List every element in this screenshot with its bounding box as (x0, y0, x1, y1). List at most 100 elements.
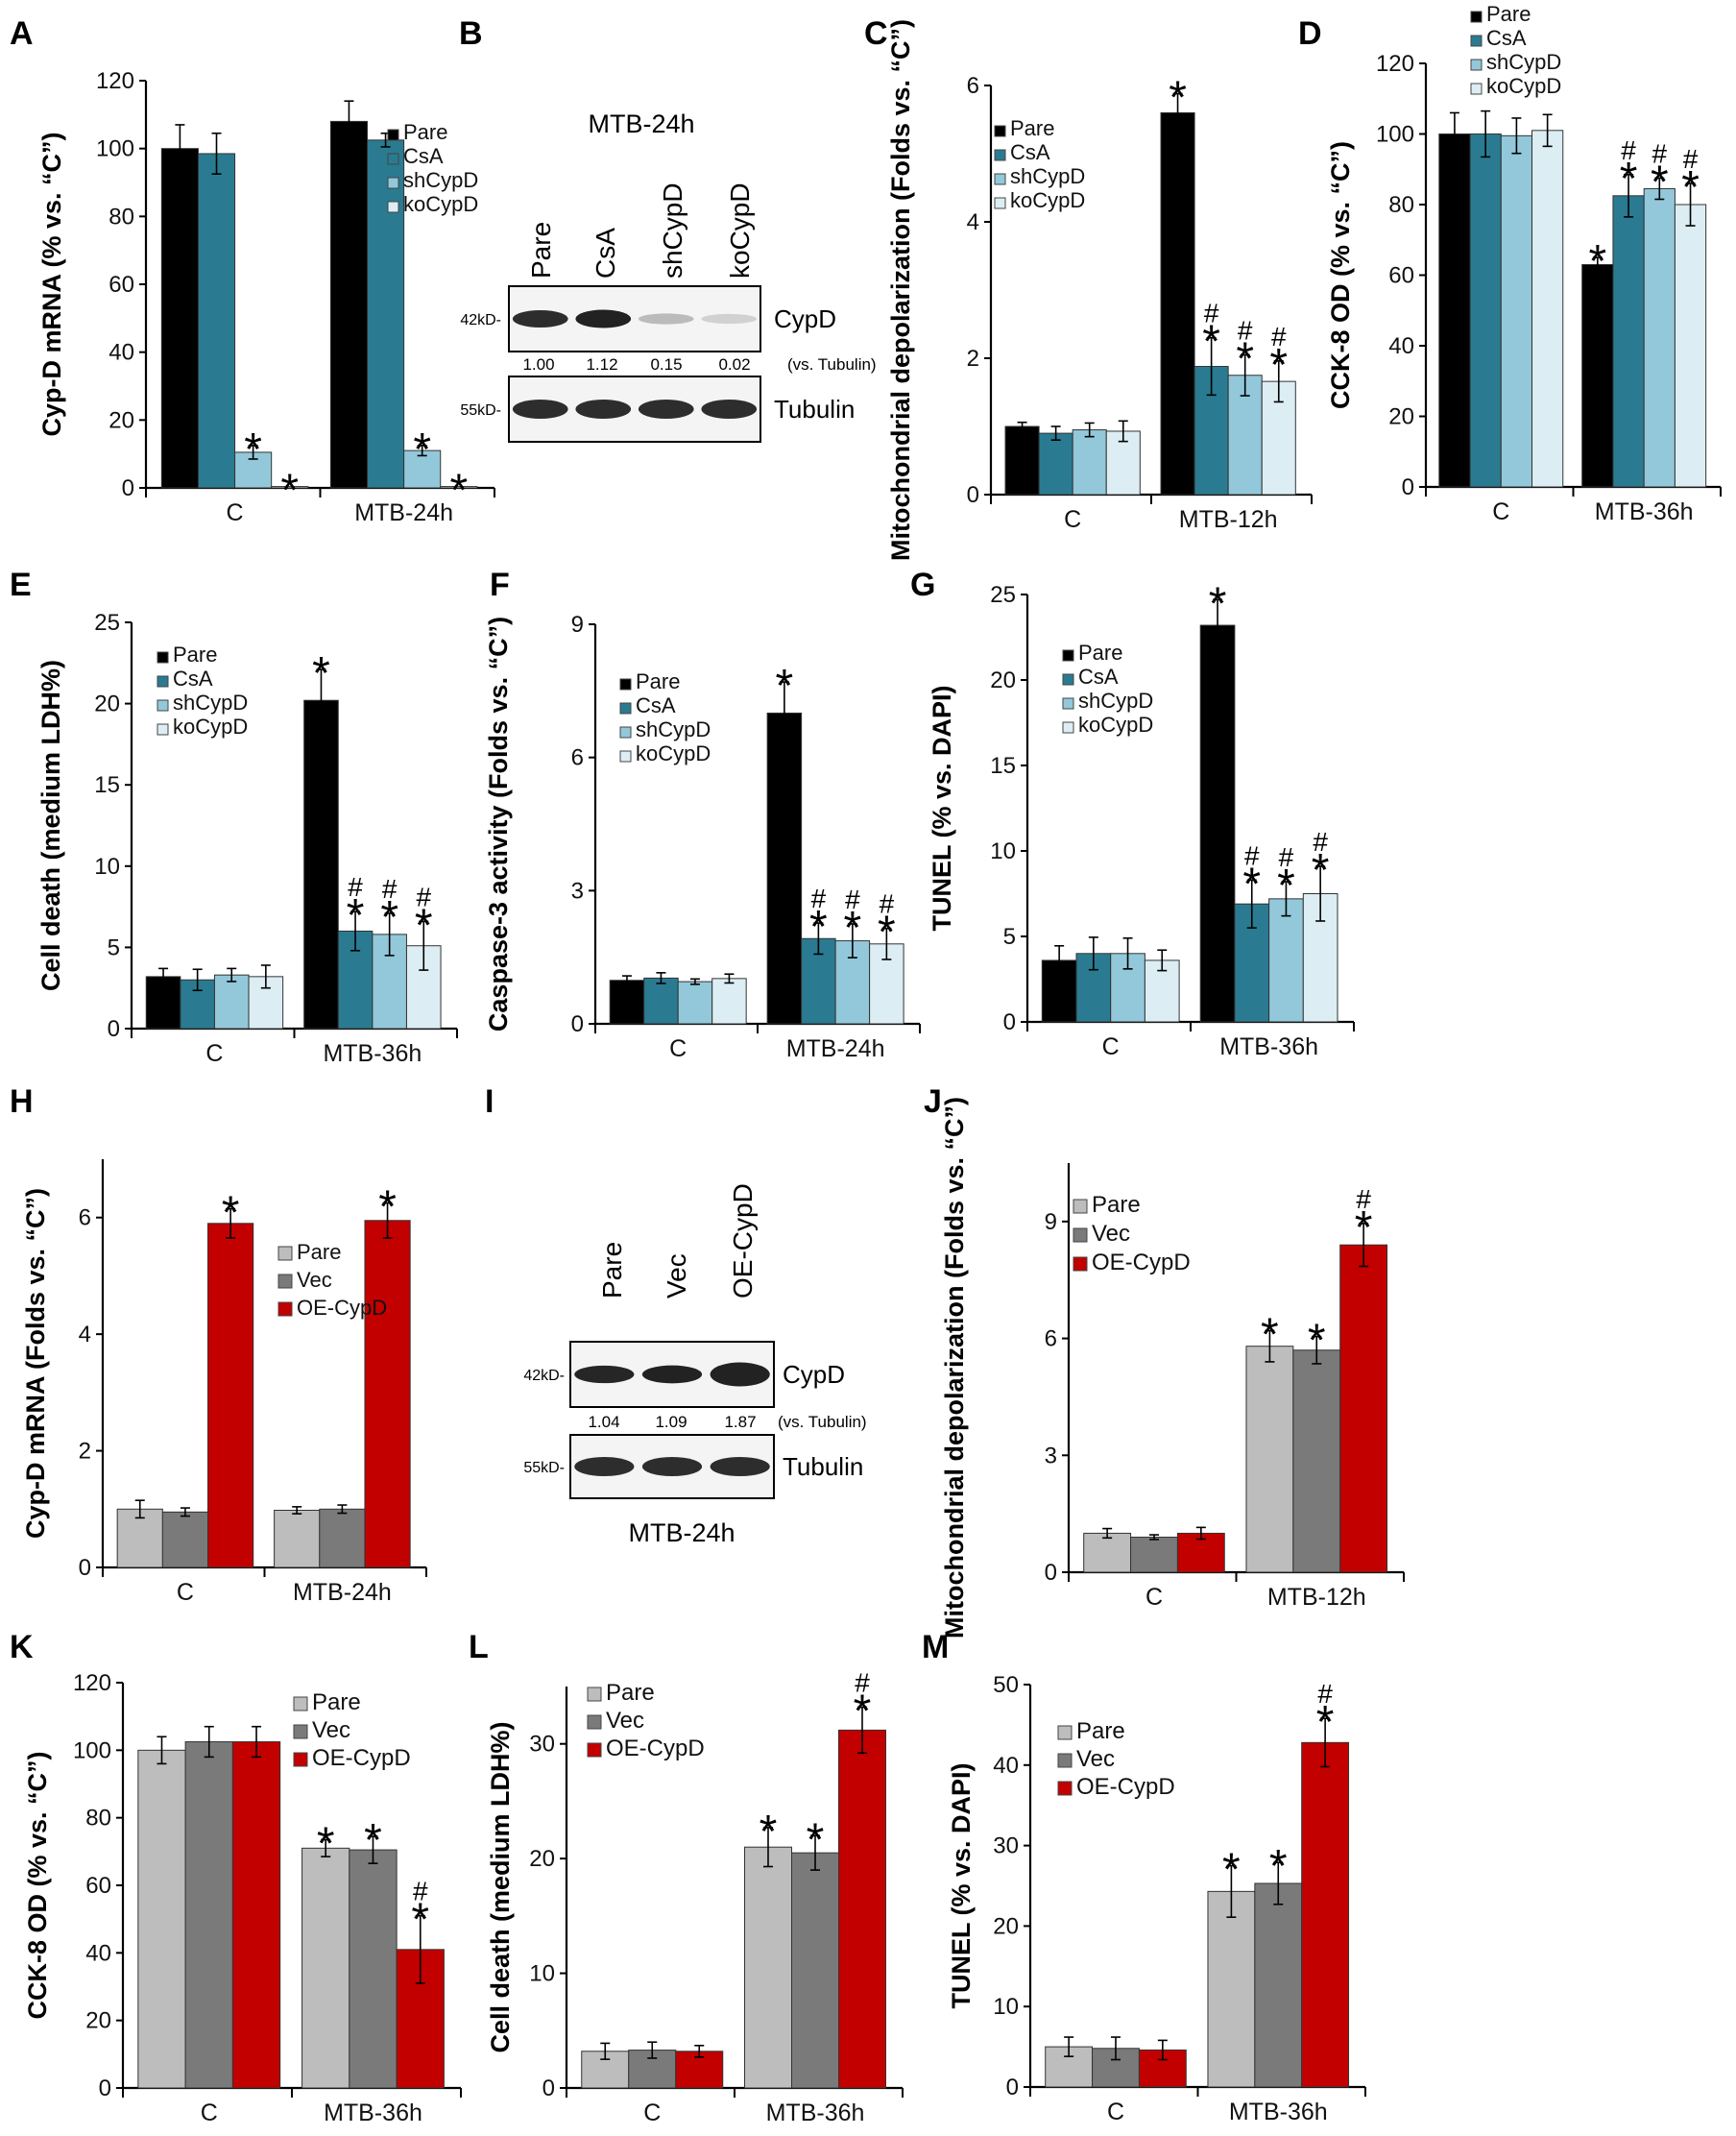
y-tick-label: 0 (1003, 1009, 1016, 1035)
significance-star: * (760, 1807, 778, 1857)
panel-letter: E (10, 567, 32, 603)
legend-label: shCypD (636, 717, 711, 741)
bar-kocypd (1674, 204, 1707, 488)
panel-letter: L (469, 1629, 489, 1665)
y-tick-label: 20 (990, 668, 1016, 693)
legend-label: Vec (1076, 1746, 1115, 1772)
y-tick-label: 60 (108, 272, 134, 298)
chart-panel-e: 0 5 10 15 20 25 Cell death (medium LDH%) C MTB-3… (36, 610, 458, 1067)
legend-label: Pare (1076, 1718, 1125, 1744)
legend-label: Vec (312, 1717, 350, 1743)
bar-shcypd (1500, 134, 1533, 488)
x-tick-label: MTB-36h (324, 2100, 422, 2126)
blot-band (641, 1365, 703, 1384)
bar-csa (1038, 432, 1073, 496)
bar-csa (1469, 134, 1502, 488)
legend-label: koCypD (636, 741, 711, 765)
legend-swatch-shcypd (619, 726, 632, 739)
panel-letter: I (485, 1083, 494, 1120)
x-tick-label: MTB-12h (1267, 1584, 1366, 1611)
bar-csa (643, 977, 679, 1025)
blot-band (512, 400, 568, 419)
y-axis-label: Mitochondrial depolarization (Folds vs. … (940, 1097, 969, 1638)
y-tick-label: 0 (1006, 2075, 1019, 2100)
legend-label: CsA (1078, 665, 1119, 689)
bar-pare (137, 1749, 186, 2089)
significance-star: * (1651, 157, 1669, 207)
y-tick-label: 0 (967, 482, 979, 508)
quantification-value: 1.09 (655, 1413, 687, 1431)
bar-pare (766, 712, 803, 1025)
y-tick-label: 80 (108, 204, 134, 230)
chart-panel-k: 0 20 40 60 80 100 120 CCK-8 OD (% vs. “C”) C MTB-… (23, 1670, 462, 2126)
y-axis-label: Cell death (medium LDH%) (36, 660, 65, 991)
significance-star: * (807, 1814, 825, 1865)
legend-label: shCypD (1078, 689, 1153, 713)
y-tick-label: 5 (108, 934, 120, 960)
legend-label: koCypD (1486, 74, 1561, 98)
significance-star: * (1242, 859, 1261, 910)
legend-label: Vec (606, 1708, 644, 1734)
legend-label: Pare (1010, 116, 1054, 140)
legend-swatch-pare (277, 1246, 293, 1261)
chart-panel-m: 0 10 20 30 40 50 TUNEL (% vs. DAPI) C MTB-36h * * *… (947, 1672, 1366, 2125)
band-label: Tubulin (783, 1452, 863, 1481)
y-tick-label: 5 (1003, 924, 1016, 950)
legend-swatch-pare (1073, 1199, 1088, 1214)
chart-panel-h: 0 2 4 6 Cyp-D mRNA (Folds vs. “C”) C * MTB-24h *… (21, 1159, 427, 1606)
significance-star: * (1269, 340, 1288, 391)
blot-band (574, 1365, 635, 1384)
bar-pare (1207, 1890, 1256, 2088)
legend-label: Pare (297, 1240, 341, 1264)
legend-label: Vec (1092, 1221, 1130, 1247)
bar-shcypd (403, 449, 442, 489)
legend-swatch-pare (293, 1696, 308, 1711)
y-tick-label: 20 (85, 2008, 111, 2034)
legend-swatch-kocypd (994, 197, 1006, 209)
bar-vec (1130, 1536, 1178, 1573)
y-axis-label: Mitochondrial depolarization (Folds vs. … (886, 19, 915, 561)
legend-swatch-csa (1062, 673, 1074, 686)
legend-swatch-shcypd (994, 173, 1006, 185)
significance-star: * (347, 890, 365, 941)
significance-star: * (1681, 162, 1700, 213)
blot-band (641, 1457, 703, 1476)
significance-star: * (1316, 1697, 1335, 1748)
y-tick-label: 4 (967, 209, 979, 235)
significance-hash: # (1204, 299, 1219, 328)
legend-label: koCypD (1010, 188, 1085, 212)
quantification-value: 1.04 (588, 1413, 619, 1431)
bar-oe-cypd (838, 1729, 886, 2089)
bar-vec (319, 1508, 366, 1568)
legend-label: Pare (173, 643, 217, 667)
significance-hash: # (413, 1877, 428, 1906)
legend-swatch-vec (1073, 1227, 1088, 1243)
y-axis-label: Caspase-3 activity (Folds vs. “C”) (484, 617, 513, 1032)
bar-csa (1612, 195, 1645, 488)
legend-swatch-csa (619, 702, 632, 715)
significance-star: * (411, 1895, 429, 1946)
legend-swatch-shcypd (1062, 697, 1074, 710)
legend-swatch-pare (619, 678, 632, 691)
y-tick-label: 100 (96, 136, 134, 162)
y-tick-label: 50 (993, 1672, 1019, 1698)
significance-hash: # (348, 872, 363, 902)
y-axis-label: TUNEL (% vs. DAPI) (947, 1762, 976, 2008)
significance-star: * (415, 900, 433, 951)
legend-swatch-oe-cypd (1073, 1256, 1088, 1272)
legend-label: Vec (297, 1268, 332, 1292)
bar-oe-cypd (207, 1223, 254, 1568)
x-tick-label: C (1145, 1584, 1163, 1611)
significance-hash: # (845, 885, 860, 914)
bar-shcypd (1268, 898, 1304, 1023)
y-tick-label: 0 (79, 1555, 91, 1581)
y-tick-label: 0 (122, 475, 134, 501)
y-tick-label: 40 (85, 1940, 111, 1966)
bar-pare (1160, 111, 1195, 496)
lane-label: koCypD (725, 182, 755, 279)
legend-label: koCypD (173, 715, 248, 739)
significance-star: * (1312, 845, 1330, 896)
